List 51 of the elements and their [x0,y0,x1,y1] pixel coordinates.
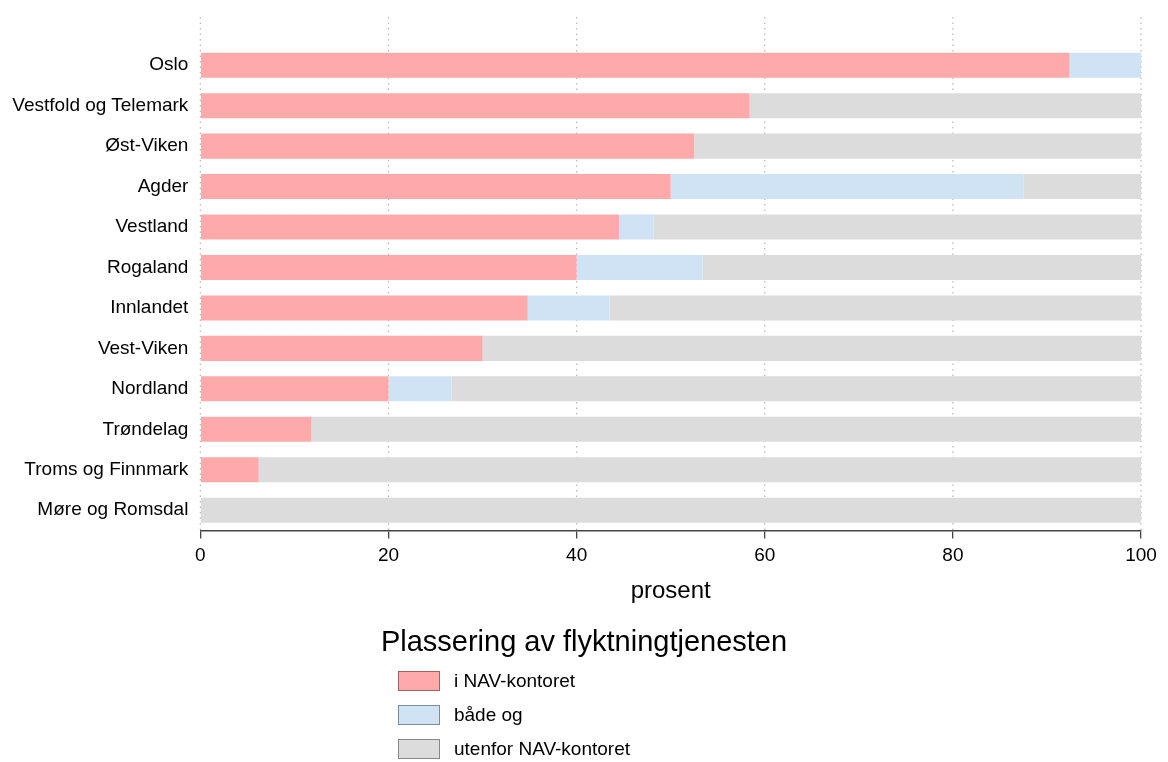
bar [201,254,577,281]
bar [609,295,1141,321]
bar [201,133,695,159]
bar [482,335,1141,361]
bar [258,457,1141,483]
bar [201,416,312,442]
bar [1069,52,1141,78]
bar [201,457,259,483]
y-tick-label: Oslo [149,53,189,75]
bar [749,93,1141,119]
bar [201,93,750,119]
bar [527,295,610,321]
y-tick-label: Troms og Finnmark [24,457,189,479]
y-tick-label: Agder [137,174,190,196]
bar [618,214,654,240]
x-tick-label: 60 [754,544,776,566]
bar [201,497,1141,523]
x-tick-label: 100 [1125,544,1157,566]
bar [201,52,1070,78]
x-tick-label: 40 [566,544,588,566]
y-tick-label: Innlandet [110,296,190,318]
y-tick-label: Rogaland [107,255,189,277]
legend-label: utenfor NAV-kontoret [453,738,631,760]
y-tick-label: Vestfold og Telemark [12,93,189,115]
legend-label: både og [453,704,523,726]
bar [201,214,619,240]
bar [576,254,703,281]
bar [451,376,1141,402]
bar [388,376,452,402]
bar [1023,174,1141,200]
x-tick-label: 0 [195,544,206,566]
y-tick-label: Vestland [115,215,189,237]
legend-label: i NAV-kontoret [453,670,576,692]
y-tick-label: Nordland [111,377,189,399]
x-tick-label: 80 [942,544,964,566]
bar [201,295,528,321]
x-tick-label: 20 [377,544,400,566]
bar [702,254,1141,281]
bar [653,214,1141,240]
legend-title: Plassering av flyktningtjenesten [379,625,789,658]
x-axis-title: prosent [630,576,712,604]
y-tick-label: Møre og Romsdal [37,498,189,520]
y-tick-label: Vest-Viken [97,336,189,358]
bar [201,335,483,361]
bar [670,174,1024,200]
bar [694,133,1141,159]
bar [311,416,1141,442]
bar [201,174,671,200]
y-tick-label: Trøndelag [102,417,189,439]
bar [201,376,389,402]
y-tick-label: Øst-Viken [105,134,189,156]
